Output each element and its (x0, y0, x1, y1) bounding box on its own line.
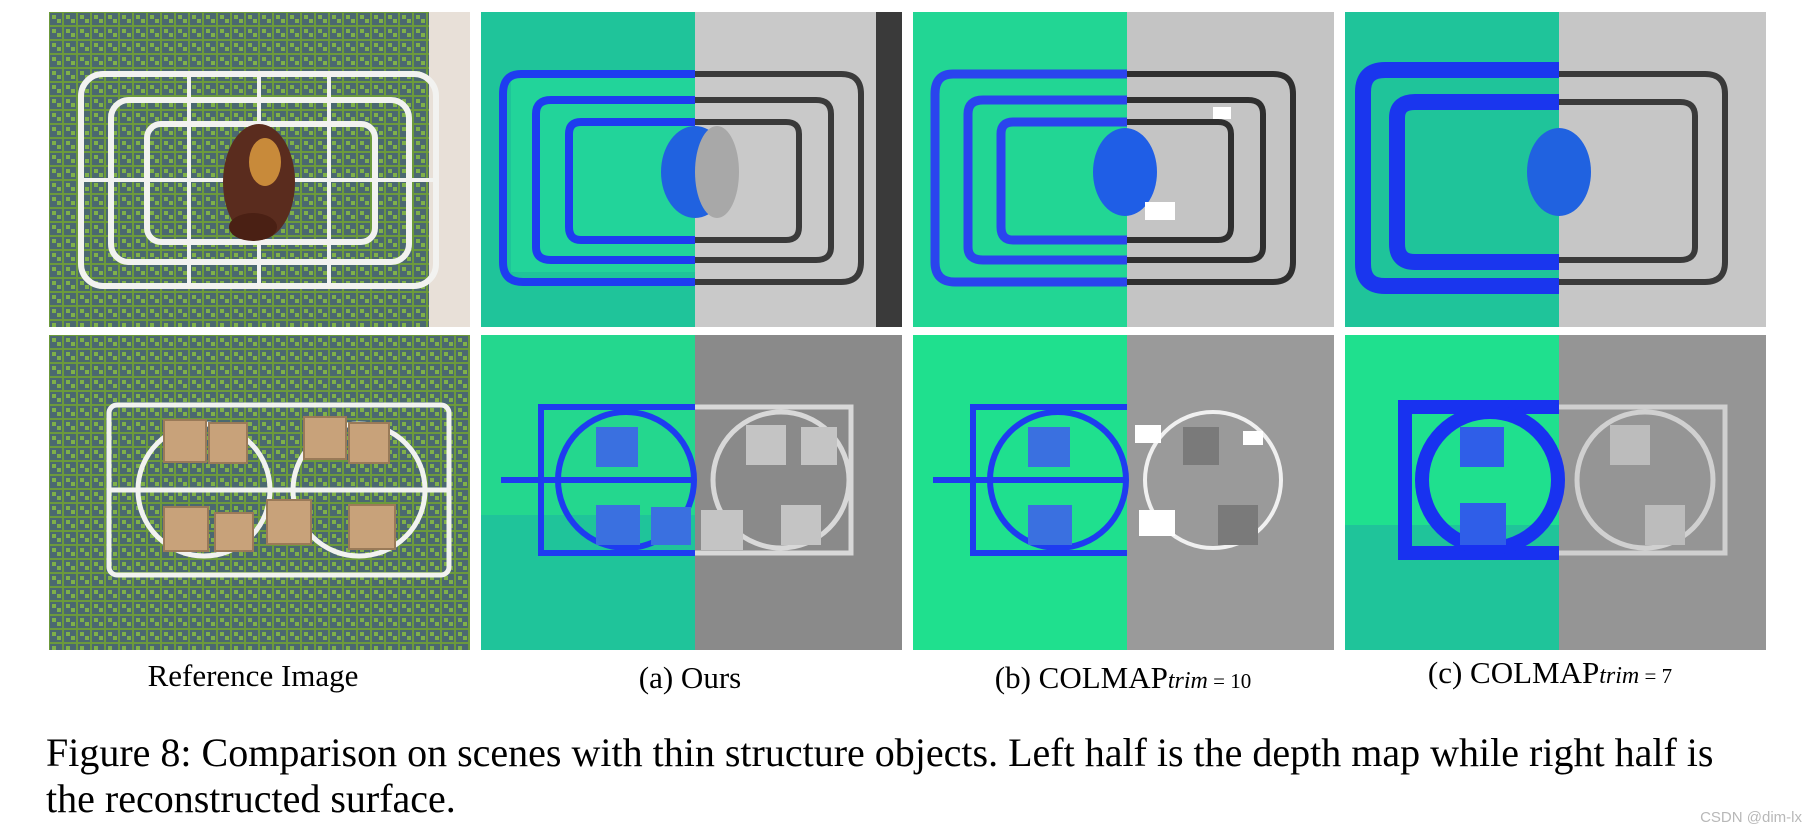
column-label-value: = 10 (1207, 669, 1252, 693)
column-label-subscript: trim (1599, 663, 1640, 689)
reference-image-basket-toy (49, 12, 470, 327)
ours-depth-surface-basket (481, 12, 902, 327)
colmap-trim7-depth-surface-basket (1345, 12, 1766, 327)
column-label-ours: (a) Ours (638, 660, 742, 695)
figure-caption: Figure 8: Comparison on scenes with thin… (46, 730, 1714, 821)
column-label-colmap-trim10: (b) COLMAPtrim = 10 (995, 660, 1251, 696)
column-label-reference: Reference Image (147, 658, 359, 693)
reference-image-basket-cubes (49, 335, 470, 650)
colmap-trim10-depth-surface-cubes (913, 335, 1334, 650)
ours-depth-surface-cubes (481, 335, 902, 650)
watermark: CSDN @dim-lx (1700, 809, 1802, 826)
column-label-main: (b) COLMAP (994, 660, 1168, 695)
colmap-trim10-depth-surface-basket (913, 12, 1334, 327)
column-label-subscript: trim (1167, 668, 1208, 694)
column-label-colmap-trim7: (c) COLMAPtrim = 7 (1428, 655, 1672, 691)
colmap-trim7-depth-surface-cubes (1345, 335, 1766, 650)
column-label-value: = 7 (1639, 664, 1673, 688)
column-label-main: (c) COLMAP (1427, 655, 1600, 690)
